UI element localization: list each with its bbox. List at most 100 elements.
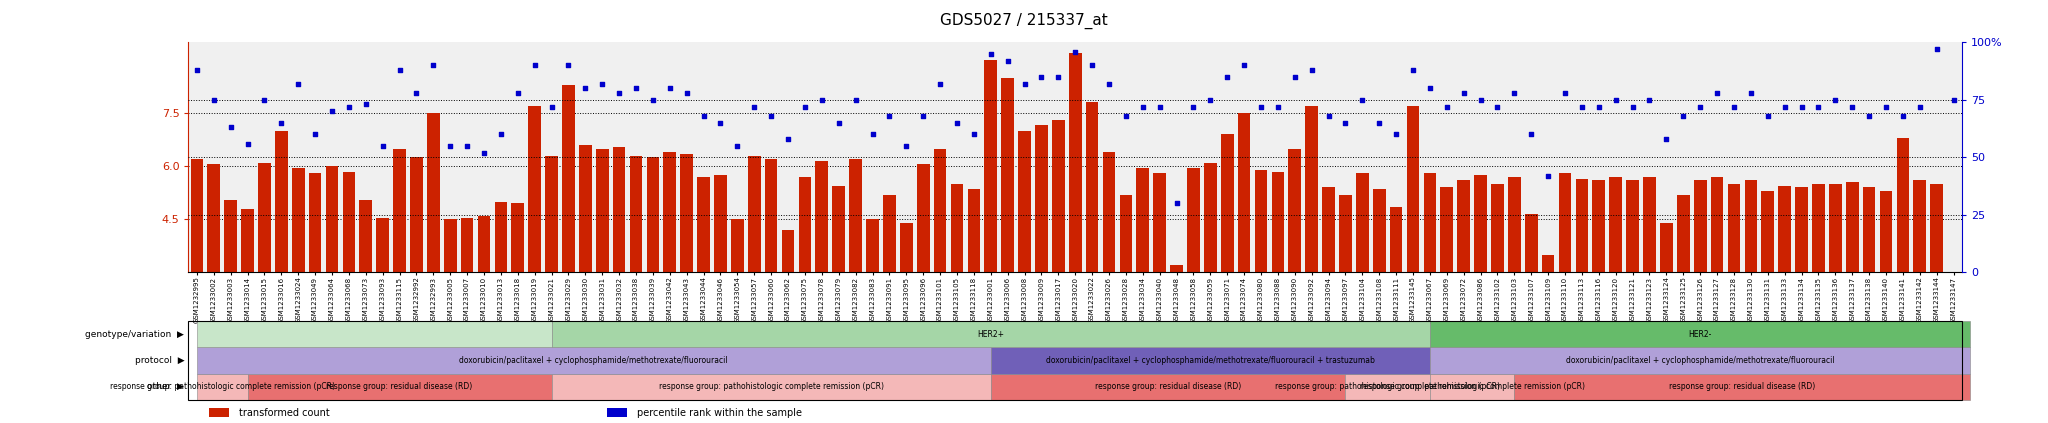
Point [332,103,365,110]
Bar [1272,171,1284,379]
Point [1126,103,1159,110]
Text: HER2-: HER2- [1688,330,1712,339]
Bar [629,156,643,379]
Bar [293,168,305,379]
Bar [967,189,981,379]
Bar [1575,179,1589,379]
Bar [1423,173,1436,379]
Bar [1407,106,1419,379]
Bar [1372,189,1386,379]
Point [1008,80,1040,87]
Bar [360,200,373,379]
Text: response group: residual disease (RD): response group: residual disease (RD) [326,382,473,391]
Bar [782,230,795,379]
Bar [1710,177,1724,379]
Point [367,143,399,149]
Point [621,85,653,92]
Point [1767,103,1800,110]
Text: response group: pathohistologic complete remission (pCR): response group: pathohistologic complete… [1276,382,1501,391]
Bar [1559,173,1571,379]
Point [958,131,991,138]
Bar [494,202,508,379]
Point [756,113,788,119]
Bar [393,148,406,379]
Text: genotype/variation  ▶: genotype/variation ▶ [86,330,184,339]
Text: percentile rank within the sample: percentile rank within the sample [637,407,803,418]
Point [197,96,229,103]
Bar [512,203,524,379]
Text: response group: pathohistologic complete remission (pCR): response group: pathohistologic complete… [1360,382,1585,391]
Bar [918,165,930,379]
Point [1632,96,1665,103]
Bar [664,152,676,379]
Bar [1102,152,1116,379]
Bar [1255,170,1268,379]
Point [1294,66,1327,73]
Point [1497,90,1530,96]
Point [737,103,770,110]
Point [1262,103,1294,110]
Point [1532,173,1565,179]
Point [1599,96,1632,103]
Point [940,119,973,126]
Point [1464,96,1497,103]
Point [1751,113,1784,119]
Point [383,66,416,73]
Point [451,143,483,149]
Bar [326,166,338,379]
Bar [1085,102,1098,379]
Point [1853,113,1886,119]
Point [1921,46,1954,52]
Point [248,96,281,103]
Bar [1153,173,1165,379]
Point [1786,103,1819,110]
Bar [377,217,389,379]
Bar [1018,131,1030,379]
Point [653,85,686,92]
Point [264,119,297,126]
Point [1819,96,1851,103]
Text: doxorubicin/paclitaxel + cyclophosphamide/methotrexate/fluorouracil: doxorubicin/paclitaxel + cyclophosphamid… [1567,356,1835,365]
Text: response group: residual disease (RD): response group: residual disease (RD) [1669,382,1815,391]
Text: protocol  ▶: protocol ▶ [135,356,184,365]
Point [856,131,889,138]
Point [1735,90,1767,96]
Text: GDS5027 / 215337_at: GDS5027 / 215337_at [940,13,1108,29]
Point [907,113,940,119]
Point [1835,103,1868,110]
Point [299,131,332,138]
Bar [815,161,827,379]
Bar [461,217,473,379]
Bar [580,145,592,379]
Bar [444,219,457,379]
Bar [1526,214,1538,379]
Point [1886,113,1919,119]
Point [1092,80,1124,87]
Bar [1237,113,1251,379]
Bar [799,177,811,379]
Bar [410,157,422,379]
Text: transformed count: transformed count [240,407,330,418]
Point [924,80,956,87]
Bar [1356,173,1368,379]
Bar [207,165,219,379]
Bar [850,159,862,379]
Bar [1440,187,1454,379]
Point [872,113,905,119]
Point [1616,103,1649,110]
Bar [190,159,203,379]
Bar [1034,126,1049,379]
Point [535,103,567,110]
Bar [1507,177,1522,379]
Point [602,90,635,96]
Bar [1458,180,1470,379]
Bar [342,171,354,379]
Bar [1120,195,1133,379]
Bar [1391,207,1403,379]
Point [1565,103,1597,110]
Point [705,119,737,126]
Bar [1001,78,1014,379]
Bar [1188,168,1200,379]
Point [1448,90,1481,96]
Bar [1931,184,1944,379]
